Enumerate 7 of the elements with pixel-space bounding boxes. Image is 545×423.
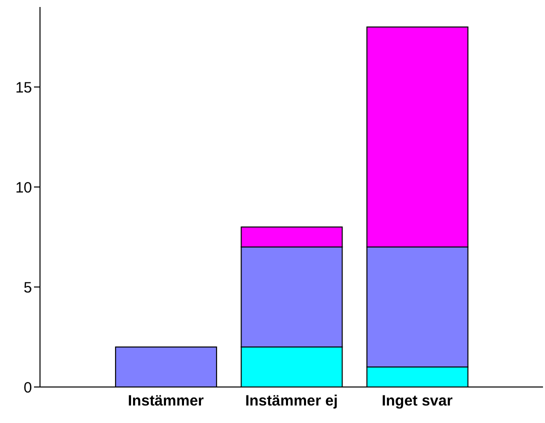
y-tick-label: 0 [24, 379, 32, 396]
y-tick-label: 5 [24, 279, 32, 296]
x-tick-label: Instämmer ej [245, 392, 338, 410]
y-tick-label: 15 [15, 79, 32, 96]
x-tick-label: Inget svar [382, 392, 453, 410]
x-tick-label: Instämmer [128, 392, 204, 410]
y-tick-label: 10 [15, 179, 32, 196]
